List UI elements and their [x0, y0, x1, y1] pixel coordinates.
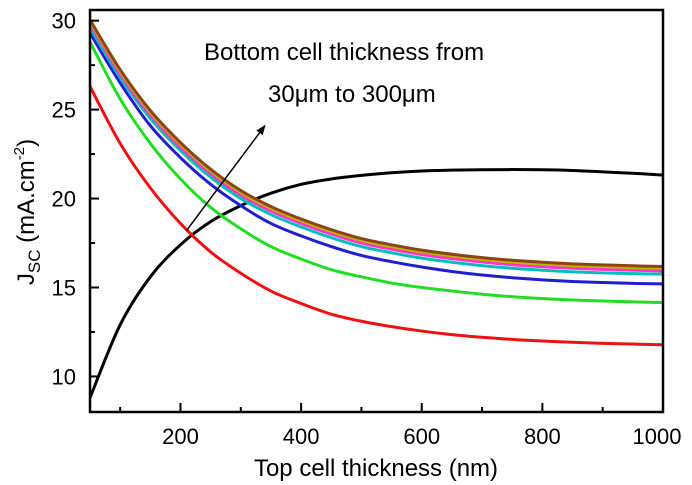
y-tick-label: 20 — [52, 187, 76, 212]
tick-layer — [90, 19, 664, 412]
y-tick-label: 30 — [52, 9, 76, 34]
y-tick-labels: 10 15 20 25 30 — [52, 9, 76, 390]
x-tick-label: 200 — [162, 424, 199, 449]
series-layer — [90, 18, 663, 400]
series-line-2 — [90, 40, 663, 305]
x-tick-label: 800 — [524, 424, 561, 449]
annotation-line-1: Bottom cell thickness from — [204, 39, 484, 66]
x-tick-label: 1000 — [633, 424, 682, 449]
series-line-5 — [90, 22, 663, 273]
y-tick-label: 15 — [52, 275, 76, 300]
series-line-1 — [90, 84, 663, 347]
x-tick-labels: 200 400 600 800 1000 — [162, 424, 681, 449]
series-line-4 — [90, 26, 663, 276]
y-axis-title: JSC (mA.cm-2) — [11, 139, 44, 285]
x-tick-label: 400 — [283, 424, 320, 449]
x-axis-title: Top cell thickness (nm) — [254, 455, 498, 482]
y-tick-label: 10 — [52, 364, 76, 389]
annotation-line-2: 30μm to 300μm — [268, 81, 436, 108]
series-line-3 — [90, 31, 663, 286]
series-line-7 — [90, 18, 663, 268]
plot-frame — [88, 8, 665, 414]
x-tick-label: 600 — [403, 424, 440, 449]
y-tick-label: 25 — [52, 98, 76, 123]
annotation-arrow — [185, 124, 266, 232]
series-line-0 — [90, 168, 663, 400]
